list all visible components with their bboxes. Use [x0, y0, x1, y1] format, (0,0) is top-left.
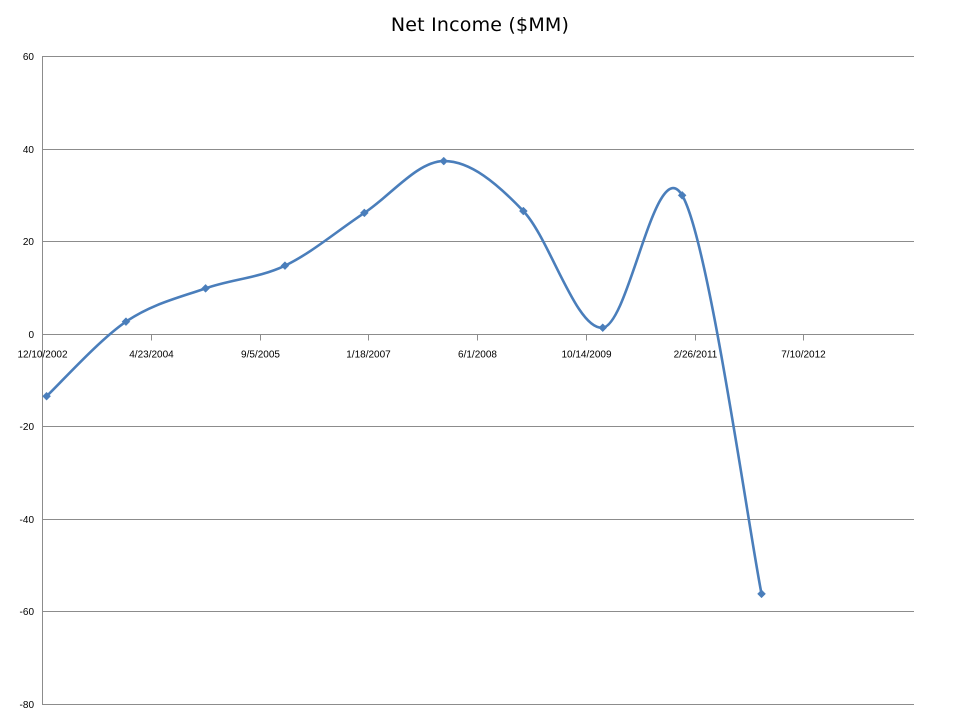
x-tick-label: 12/10/2002	[17, 350, 67, 361]
tick-labels: 60 40 20 0 -20 -40 -60 -80 12/10/2002 4/23/2004 9/…	[17, 52, 826, 711]
data-point-marker	[201, 283, 210, 293]
chart-title: Net Income ($MM)	[390, 14, 570, 36]
x-tick-label: 1/18/2007	[346, 350, 391, 361]
y-tick-label: -40	[20, 515, 35, 526]
data-point-marker	[518, 206, 528, 216]
x-tick-label: 6/1/2008	[458, 350, 497, 361]
data-point-marker	[598, 323, 608, 333]
y-tick-label: -60	[20, 607, 35, 618]
axes	[42, 56, 804, 704]
y-tick-label: -20	[20, 422, 35, 433]
series	[42, 156, 766, 599]
y-tick-label: 40	[23, 145, 35, 156]
data-point-marker	[677, 190, 687, 200]
data-point-marker	[359, 208, 369, 218]
y-tick-label: 0	[28, 330, 34, 341]
gridlines	[42, 56, 914, 705]
series-line	[45, 159, 763, 596]
data-point-marker	[280, 261, 290, 271]
y-tick-label: -80	[20, 700, 35, 711]
x-tick-label: 4/23/2004	[129, 350, 174, 361]
data-point-marker	[121, 317, 131, 327]
y-tick-label: 60	[23, 52, 35, 63]
x-tick-label: 2/26/2011	[674, 350, 718, 361]
x-tick-label: 10/14/2009	[561, 350, 611, 361]
data-point-marker	[42, 391, 51, 401]
y-tick-label: 20	[23, 237, 35, 248]
data-point-marker	[757, 589, 766, 599]
x-tick-label: 7/10/2012	[781, 350, 826, 361]
x-tick-label: 9/5/2005	[241, 350, 280, 361]
data-point-marker	[439, 156, 449, 166]
